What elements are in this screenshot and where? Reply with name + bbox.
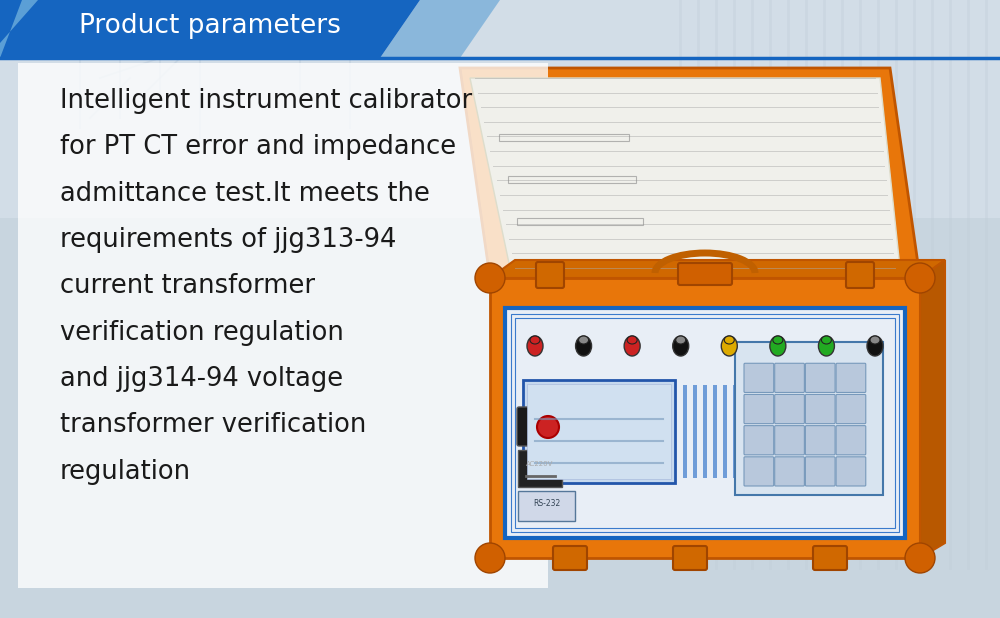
Ellipse shape [527,336,543,356]
Ellipse shape [624,336,640,356]
FancyBboxPatch shape [703,384,707,478]
FancyBboxPatch shape [718,384,722,478]
FancyBboxPatch shape [698,384,702,478]
Text: regulation: regulation [60,459,191,485]
FancyBboxPatch shape [805,363,835,392]
FancyBboxPatch shape [518,491,575,521]
FancyBboxPatch shape [18,63,548,588]
Ellipse shape [537,416,559,438]
FancyBboxPatch shape [518,450,562,487]
Ellipse shape [850,473,890,491]
Text: Intelligent instrument calibrator: Intelligent instrument calibrator [60,88,472,114]
Ellipse shape [818,336,834,356]
Text: admittance test.It meets the: admittance test.It meets the [60,180,430,206]
Ellipse shape [870,336,880,344]
Ellipse shape [850,445,890,463]
Polygon shape [0,0,38,58]
Ellipse shape [867,336,883,356]
FancyBboxPatch shape [713,384,717,478]
Ellipse shape [850,361,890,379]
FancyBboxPatch shape [527,384,671,479]
Ellipse shape [475,263,505,293]
Polygon shape [470,78,900,268]
FancyBboxPatch shape [517,407,579,446]
Ellipse shape [850,529,890,547]
FancyBboxPatch shape [836,457,866,486]
FancyBboxPatch shape [735,342,883,495]
FancyBboxPatch shape [775,426,804,455]
Ellipse shape [905,543,935,573]
FancyBboxPatch shape [805,426,835,455]
FancyBboxPatch shape [738,384,742,478]
FancyBboxPatch shape [505,308,905,538]
Ellipse shape [905,263,935,293]
FancyBboxPatch shape [775,457,804,486]
FancyBboxPatch shape [683,384,687,478]
Text: for PT CT error and impedance: for PT CT error and impedance [60,134,456,160]
FancyBboxPatch shape [688,384,692,478]
Ellipse shape [850,305,890,323]
Ellipse shape [576,336,592,356]
FancyBboxPatch shape [805,457,835,486]
Ellipse shape [673,336,689,356]
Ellipse shape [850,333,890,351]
Polygon shape [460,68,920,278]
Text: requirements of jjg313-94: requirements of jjg313-94 [60,227,396,253]
FancyBboxPatch shape [693,384,697,478]
Ellipse shape [475,543,505,573]
FancyBboxPatch shape [744,457,774,486]
FancyBboxPatch shape [813,546,847,570]
FancyBboxPatch shape [836,363,866,392]
Polygon shape [0,0,420,58]
Ellipse shape [676,336,686,344]
Ellipse shape [627,336,637,344]
Ellipse shape [850,389,890,407]
FancyBboxPatch shape [708,384,712,478]
Ellipse shape [721,336,737,356]
FancyBboxPatch shape [775,363,804,392]
Text: and jjg314-94 voltage: and jjg314-94 voltage [60,366,343,392]
FancyBboxPatch shape [536,262,564,288]
Text: RS-232: RS-232 [533,499,561,509]
Text: verification regulation: verification regulation [60,320,344,345]
FancyBboxPatch shape [723,384,727,478]
FancyBboxPatch shape [0,0,1000,218]
Ellipse shape [724,336,734,344]
FancyBboxPatch shape [744,394,774,423]
Text: current transformer: current transformer [60,273,315,299]
Text: transformer verification: transformer verification [60,412,366,438]
FancyBboxPatch shape [846,262,874,288]
FancyBboxPatch shape [744,426,774,455]
Ellipse shape [850,417,890,435]
Polygon shape [380,0,500,58]
FancyBboxPatch shape [775,394,804,423]
FancyBboxPatch shape [805,394,835,423]
Ellipse shape [770,336,786,356]
FancyBboxPatch shape [553,546,587,570]
Polygon shape [490,260,945,278]
Text: Product parameters: Product parameters [79,13,341,39]
Text: AC220V: AC220V [526,461,554,467]
Ellipse shape [579,336,589,344]
FancyBboxPatch shape [836,394,866,423]
FancyBboxPatch shape [744,363,774,392]
Ellipse shape [530,336,540,344]
Ellipse shape [850,277,890,295]
FancyBboxPatch shape [733,384,737,478]
FancyBboxPatch shape [836,426,866,455]
FancyBboxPatch shape [728,384,732,478]
Ellipse shape [773,336,783,344]
Ellipse shape [850,501,890,519]
Polygon shape [920,260,945,558]
FancyBboxPatch shape [678,263,732,285]
FancyBboxPatch shape [673,546,707,570]
Ellipse shape [821,336,831,344]
Polygon shape [490,278,920,558]
FancyBboxPatch shape [523,379,675,483]
